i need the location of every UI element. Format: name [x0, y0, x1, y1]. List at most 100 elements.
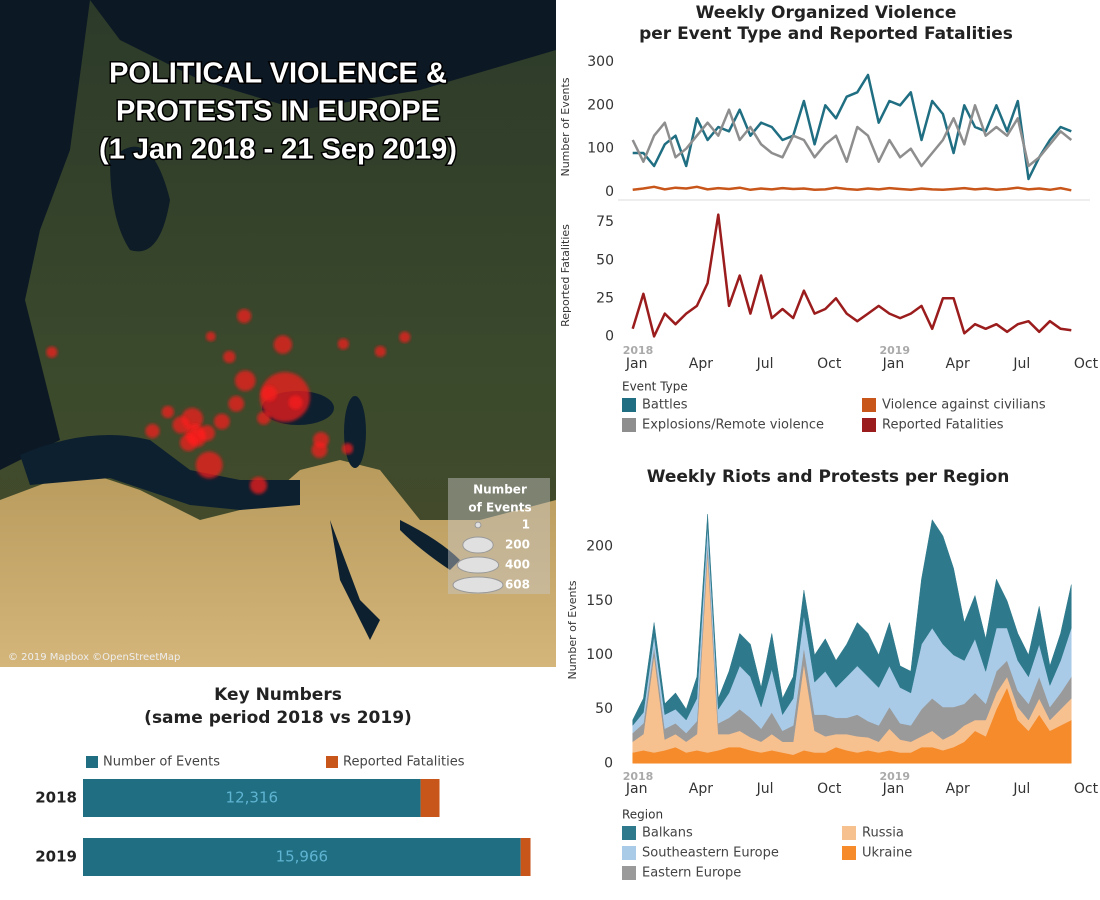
legend-swatch [862, 398, 876, 412]
y-tick-label: 200 [586, 539, 613, 555]
event-bubble [261, 385, 277, 402]
legend-swatch [842, 826, 856, 840]
chart-title: Weekly Riots and Protests per Region [647, 467, 1010, 487]
y-tick-label: 100 [586, 647, 613, 663]
legend-label: Explosions/Remote violence [642, 418, 824, 433]
map-background [0, 0, 556, 667]
y-tick-label: 100 [587, 141, 614, 157]
category-label: 2018 [35, 789, 77, 807]
size-legend-label: 400 [505, 558, 530, 572]
year-label: 2019 [879, 770, 910, 783]
event-bubble [273, 335, 293, 354]
event-bubble [161, 405, 175, 419]
value-label: 12,316 [226, 789, 279, 807]
legend-title: Event Type [622, 380, 688, 394]
x-tick-label: Apr [689, 781, 713, 797]
x-tick-label: Jul [1012, 781, 1030, 797]
y-tick-label: 50 [596, 252, 614, 268]
map-title: PROTESTS IN EUROPE [116, 96, 440, 128]
series-line [632, 73, 1072, 181]
y-axis-title: Number of Events [559, 77, 572, 176]
event-bubble [228, 395, 245, 412]
legend-swatch [622, 846, 636, 860]
size-legend-box [448, 478, 550, 594]
event-bubble [237, 308, 252, 324]
legend-swatch [622, 826, 636, 840]
chart-title: (same period 2018 vs 2019) [144, 708, 412, 728]
size-legend-label: 200 [505, 538, 530, 552]
y-tick-label: 200 [587, 97, 614, 113]
y-tick-label: 50 [595, 701, 613, 717]
size-legend-title: Number [473, 483, 527, 497]
event-bubble [288, 395, 303, 410]
legend-label: Reported Fatalities [343, 755, 465, 770]
event-bubble [249, 476, 268, 494]
event-bubble [223, 350, 236, 364]
event-bubble [257, 411, 271, 425]
size-legend-label: 1 [522, 518, 530, 532]
y-axis-title: Reported Fatalities [559, 224, 572, 327]
x-tick-label: Oct [817, 356, 842, 372]
event-bubble [341, 443, 354, 455]
legend-title: Region [622, 808, 663, 822]
y-tick-label: 0 [605, 184, 614, 200]
legend-label: Number of Events [103, 755, 220, 770]
legend-label: Ukraine [862, 846, 912, 861]
legend-swatch [326, 756, 338, 768]
x-tick-label: Jul [1012, 356, 1030, 372]
y-tick-label: 0 [604, 755, 613, 771]
size-legend-icon [456, 556, 500, 574]
event-bubble [172, 416, 190, 434]
legend-label: Eastern Europe [642, 866, 741, 881]
chart-title: per Event Type and Reported Fatalities [639, 24, 1013, 44]
y-tick-label: 150 [586, 593, 613, 609]
stacked-area [632, 514, 1072, 727]
event-bubble [46, 346, 58, 358]
x-tick-label: Jan [625, 781, 648, 797]
y-tick-label: 25 [596, 290, 614, 306]
chart-title: Key Numbers [214, 685, 342, 705]
chart-title: Weekly Organized Violence [696, 3, 957, 23]
x-tick-label: Jan [625, 356, 648, 372]
value-label: 15,966 [276, 848, 329, 866]
series-line [631, 104, 1073, 168]
bar-segment [420, 779, 440, 817]
x-tick-label: Jan [882, 356, 905, 372]
event-bubble [260, 372, 310, 422]
legend-label: Balkans [642, 826, 693, 841]
series-line [632, 185, 1072, 192]
size-legend-title: of Events [468, 501, 531, 515]
year-label: 2018 [623, 770, 654, 783]
x-tick-label: Jan [882, 781, 905, 797]
bar-segment [83, 779, 421, 817]
y-tick-label: 0 [605, 328, 614, 344]
x-tick-label: Jul [756, 781, 774, 797]
bar-segment [83, 838, 521, 876]
event-bubble [195, 451, 223, 479]
legend-swatch [86, 756, 98, 768]
map-marks [46, 308, 411, 494]
series-line [631, 213, 1072, 338]
legend-label: Southeastern Europe [642, 846, 779, 861]
map-title: (1 Jan 2018 - 21 Sep 2019) [99, 134, 457, 166]
event-bubble [399, 331, 411, 343]
year-label: 2018 [623, 344, 654, 357]
size-legend-icon [462, 536, 494, 554]
size-legend-label: 608 [505, 578, 530, 592]
x-tick-label: Oct [817, 781, 842, 797]
x-tick-label: Oct [1074, 356, 1099, 372]
y-axis-title: Number of Events [566, 580, 579, 679]
y-tick-label: 300 [587, 54, 614, 70]
event-bubble [199, 425, 215, 441]
event-bubble [179, 433, 198, 452]
legend-label: Battles [642, 398, 688, 413]
event-bubble [374, 345, 387, 358]
x-tick-label: Apr [689, 356, 713, 372]
size-legend-icon [452, 576, 504, 594]
x-tick-label: Jul [756, 356, 774, 372]
map-attribution: © 2019 Mapbox ©OpenStreetMap [8, 652, 180, 663]
size-legend-icon [474, 521, 482, 529]
event-bubble [234, 370, 256, 392]
